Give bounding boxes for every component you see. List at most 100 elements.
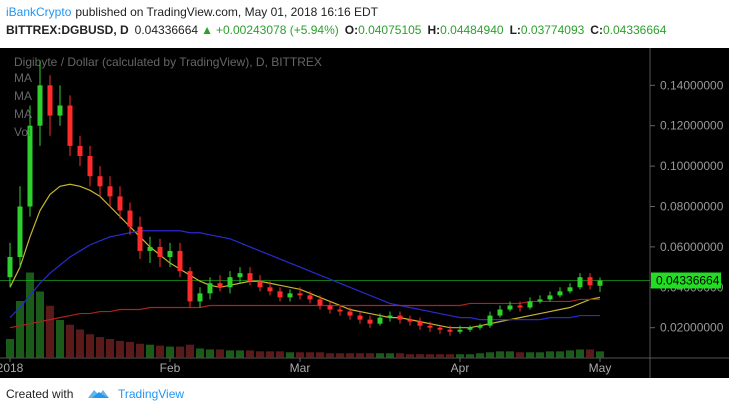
- author[interactable]: iBankCrypto: [6, 5, 72, 19]
- volume-bar: [66, 324, 74, 358]
- ma-line: [9, 298, 600, 329]
- candle-body: [97, 176, 103, 187]
- volume-bar: [116, 340, 124, 358]
- candle-body: [197, 293, 203, 302]
- ohlc-value: 0.04336664: [603, 23, 667, 37]
- candle-body: [187, 271, 193, 302]
- volume-bar: [496, 351, 504, 358]
- candle-body: [37, 85, 43, 126]
- volume-bar: [326, 353, 334, 358]
- volume-bar: [46, 305, 54, 358]
- candle-body: [327, 305, 333, 310]
- volume-bar: [546, 351, 554, 358]
- volume-bar: [186, 344, 194, 358]
- volume-bar: [436, 354, 444, 358]
- volume-bar: [276, 351, 284, 358]
- candle-body: [517, 305, 523, 308]
- volume-bar: [236, 350, 244, 358]
- volume-bar: [516, 352, 524, 358]
- candle-body: [287, 293, 293, 298]
- volume-bar: [576, 349, 584, 358]
- candle-body: [427, 325, 433, 328]
- candle-body: [407, 319, 413, 322]
- candle-body: [157, 246, 163, 257]
- candle-body: [47, 85, 53, 116]
- volume-bar: [486, 352, 494, 358]
- candle-body: [267, 287, 273, 292]
- header-line1: iBankCrypto published on TradingView.com,…: [6, 5, 379, 19]
- y-tick-label: 0.02000000: [660, 321, 724, 335]
- candle-body: [317, 299, 323, 306]
- volume-bar: [426, 354, 434, 358]
- candle-body: [497, 309, 503, 316]
- candle-body: [437, 327, 443, 330]
- footer-created: Created with: [6, 387, 73, 401]
- volume-bar: [106, 339, 114, 358]
- candle-body: [307, 295, 313, 300]
- arrow: ▲: [201, 23, 213, 37]
- candle-body: [507, 305, 513, 310]
- volume-bar: [266, 351, 274, 358]
- volume-bar: [386, 353, 394, 358]
- candle-body: [127, 210, 133, 227]
- candle-body: [337, 309, 343, 312]
- candle-body: [167, 250, 173, 257]
- volume-bar: [216, 349, 224, 358]
- x-tick-label: May: [589, 361, 612, 375]
- candle-body: [597, 280, 603, 286]
- candle-body: [117, 196, 123, 211]
- volume-bar: [356, 353, 364, 358]
- candle-body: [227, 277, 233, 288]
- volume-bar: [36, 291, 44, 358]
- footer-brand[interactable]: TradingView: [118, 387, 184, 401]
- candle-body: [7, 257, 13, 278]
- last: 0.04336664: [135, 23, 199, 37]
- candle-body: [537, 299, 543, 302]
- volume-bar: [366, 353, 374, 358]
- y-tick-label: 0.10000000: [660, 159, 724, 173]
- volume-bar: [146, 344, 154, 358]
- volume-bar: [246, 350, 254, 358]
- volume-bar: [166, 346, 174, 358]
- candle-body: [547, 295, 553, 300]
- volume-bar: [96, 337, 104, 358]
- volume-bar: [286, 352, 294, 358]
- volume-bar: [306, 352, 314, 358]
- volume-bar: [86, 334, 94, 358]
- candle-body: [177, 250, 183, 272]
- candle-body: [27, 125, 33, 207]
- y-tick-label: 0.06000000: [660, 240, 724, 254]
- candle-body: [587, 277, 593, 286]
- volume-bar: [586, 349, 594, 358]
- ohlc-value: 0.04484940: [440, 23, 504, 37]
- candle-body: [377, 317, 383, 324]
- symbol: BITTREX:DGBUSD, D: [6, 23, 129, 37]
- volume-bar: [566, 350, 574, 358]
- candle-body: [577, 277, 583, 288]
- ohlc-label: L:: [510, 23, 521, 37]
- y-tick-label: 0.14000000: [660, 78, 724, 92]
- candle-body: [257, 281, 263, 288]
- volume-bar: [406, 354, 414, 358]
- candle-body: [87, 156, 93, 177]
- volume-bar: [316, 352, 324, 358]
- volume-bar: [416, 354, 424, 358]
- volume-bar: [206, 349, 214, 358]
- ohlc-label: O:: [345, 23, 358, 37]
- volume-bar: [56, 320, 64, 358]
- volume-bar: [526, 352, 534, 358]
- volume-bar: [256, 351, 264, 358]
- x-tick-label: Mar: [290, 361, 311, 375]
- chart-bg: [0, 48, 729, 378]
- candle-body: [67, 105, 73, 146]
- ohlc-value: 0.04075105: [358, 23, 422, 37]
- ma-line: [9, 183, 601, 329]
- candle-body: [457, 329, 463, 332]
- x-tick-label: Apr: [451, 361, 470, 375]
- candle-body: [217, 283, 223, 288]
- candle-body: [137, 226, 143, 251]
- volume-bar: [136, 343, 144, 358]
- price-box-label: 0.04336664: [656, 273, 720, 287]
- candle-body: [107, 186, 113, 197]
- candle-body: [237, 273, 243, 278]
